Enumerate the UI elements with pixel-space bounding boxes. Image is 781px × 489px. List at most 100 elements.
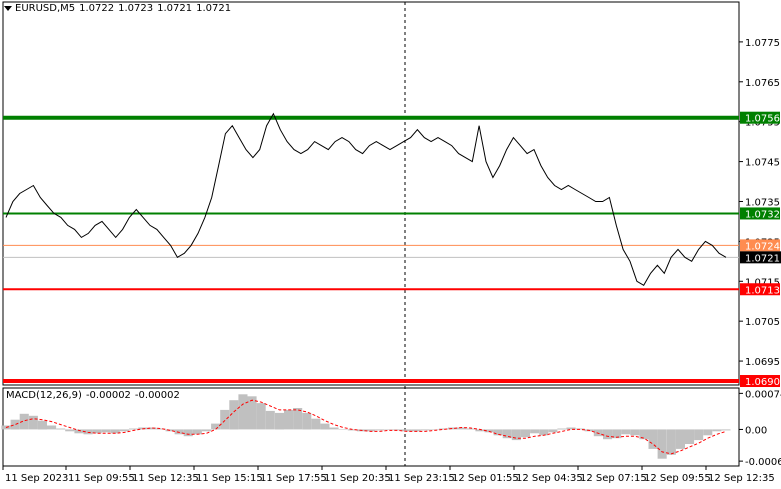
- macd-name: MACD(12,26,9): [6, 390, 82, 401]
- macd-bar: [657, 429, 667, 459]
- time-tick-label: 11 Sep 09:55: [68, 473, 135, 484]
- macd-bar: [320, 423, 330, 430]
- time-tick-label: 12 Sep 09:55: [644, 473, 711, 484]
- macd-bar: [557, 428, 567, 430]
- macd-bar: [265, 410, 275, 430]
- macd-bar: [201, 429, 211, 432]
- high-value: 1.0723: [118, 3, 154, 14]
- macd-bar: [429, 429, 439, 430]
- macd-bar: [648, 429, 658, 449]
- macd-bar: [101, 429, 111, 433]
- macd-bar: [448, 427, 458, 430]
- macd-bar: [675, 429, 685, 449]
- level-tag: [740, 239, 780, 252]
- macd-bar: [457, 427, 467, 430]
- level-tag: [740, 207, 780, 220]
- macd-bar: [147, 427, 157, 430]
- price-panel: 1.07751.07651.07551.07451.07351.07251.07…: [2, 1, 781, 466]
- macd-signal-line: [5, 399, 727, 455]
- macd-bar: [37, 420, 47, 430]
- price-tick-label: 1.0735: [745, 197, 780, 208]
- time-tick-label: 12 Sep 07:15: [580, 473, 647, 484]
- macd-bar: [19, 413, 29, 430]
- macd-bar: [493, 429, 503, 436]
- macd-bar: [284, 409, 294, 430]
- macd-bar: [110, 429, 120, 434]
- macd-bar: [156, 428, 166, 430]
- macd-tick-label: -0.00065: [745, 457, 781, 468]
- price-tick-label: 1.0705: [745, 317, 780, 328]
- macd-bar: [238, 394, 248, 430]
- macd-bar: [685, 429, 695, 444]
- time-tick-label: 12 Sep 01:55: [452, 473, 519, 484]
- macd-bar: [438, 428, 448, 430]
- macd-bar: [520, 429, 530, 438]
- level-tag: [740, 111, 780, 124]
- price-tick-label: 1.0775: [745, 38, 780, 49]
- macd-bar: [293, 408, 303, 430]
- macd-bar: [411, 429, 421, 432]
- macd-bar: [502, 429, 512, 439]
- macd-bar: [274, 412, 284, 430]
- macd-bar: [694, 429, 704, 441]
- macd-bar: [229, 400, 239, 430]
- macd-bar: [402, 429, 412, 432]
- macd-bar: [575, 428, 585, 430]
- macd-bar: [703, 429, 713, 436]
- macd-main-value: -0.00002: [85, 390, 131, 401]
- macd-bar: [165, 429, 175, 432]
- level-tag-label: 1.0713: [745, 285, 780, 296]
- price-line: [5, 112, 727, 286]
- macd-bar: [666, 429, 676, 455]
- macd-bar: [539, 429, 549, 436]
- macd-bar: [530, 429, 540, 434]
- level-tag-label: 1.0756: [745, 114, 780, 125]
- macd-panel: 0.00074 0.00 -0.00065: [1, 387, 781, 468]
- level-tag: [740, 283, 780, 296]
- time-tick-label: 12 Sep 12:35: [708, 473, 775, 484]
- macd-bar: [1, 425, 11, 430]
- macd-bar: [311, 418, 321, 430]
- macd-bar: [65, 429, 75, 432]
- macd-bar: [621, 429, 631, 435]
- macd-bar: [721, 429, 731, 431]
- macd-bar: [28, 415, 38, 430]
- low-value: 1.0721: [157, 3, 193, 14]
- macd-bar: [247, 396, 257, 430]
- macd-bar: [393, 429, 403, 431]
- level-tag-label: 1.0724: [745, 241, 780, 252]
- macd-bar: [484, 429, 494, 433]
- macd-bar: [220, 409, 230, 430]
- time-tick-label: 11 Sep 12:35: [132, 473, 199, 484]
- level-tag-label: 1.0690: [745, 377, 780, 388]
- level-tag: [740, 375, 780, 388]
- macd-bar: [47, 425, 57, 430]
- price-tick-label: 1.0765: [745, 78, 780, 89]
- chevron-down-icon[interactable]: [4, 5, 12, 11]
- macd-bar: [511, 429, 521, 441]
- macd-bar: [83, 429, 93, 435]
- macd-bar: [375, 429, 385, 431]
- macd-bar: [566, 427, 576, 430]
- macd-bar: [119, 429, 129, 432]
- price-tick-label: 1.0745: [745, 158, 780, 169]
- macd-tick-label: 0.00074: [745, 389, 781, 400]
- macd-bar: [639, 429, 649, 440]
- macd-bar: [466, 428, 476, 430]
- symbol-label: EURUSD,M5: [15, 3, 76, 14]
- macd-bar: [420, 429, 430, 431]
- macd-bar: [548, 429, 558, 433]
- price-tick-label: 1.0715: [745, 277, 780, 288]
- macd-bar: [192, 429, 202, 435]
- macd-bar: [603, 429, 613, 440]
- time-tick-label: 11 Sep 15:15: [196, 473, 263, 484]
- price-frame: [2, 1, 740, 386]
- time-tick-label: 11 Sep 20:35: [324, 473, 391, 484]
- macd-bar: [329, 427, 339, 430]
- price-header: EURUSD,M5 1.0722 1.0723 1.0721 1.0721: [4, 3, 235, 14]
- macd-bar: [183, 429, 193, 437]
- macd-bar: [612, 429, 622, 439]
- macd-bar: [56, 428, 66, 430]
- macd-bar: [384, 429, 394, 430]
